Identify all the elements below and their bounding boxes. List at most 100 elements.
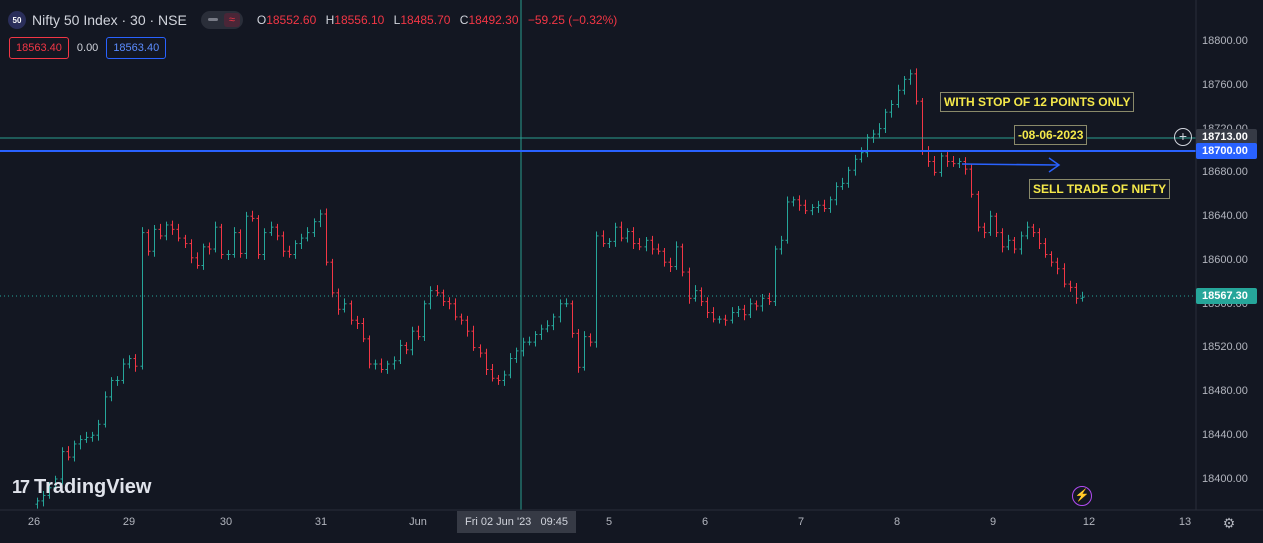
ohlc-bar: [293, 240, 298, 259]
time-tick: 30: [219, 516, 233, 528]
ohlc-bar: [115, 376, 120, 386]
ohlc-bar: [705, 297, 710, 319]
ohlc-bar: [545, 320, 550, 333]
ohlc-bar: [453, 298, 458, 321]
ohlc-bar: [1031, 223, 1036, 238]
ohlc-bar: [834, 182, 839, 206]
price-tick: 18640.00: [1202, 210, 1248, 222]
ohlc-bar: [416, 325, 421, 340]
time-tick: 12: [1082, 516, 1096, 528]
ohlc-bar: [582, 331, 587, 371]
arrow-drawing[interactable]: [961, 157, 1061, 173]
ohlc-bar: [422, 300, 427, 342]
ohlc-bar: [767, 292, 772, 305]
ohlc-bar: [1062, 263, 1067, 288]
ohlc-bar: [47, 482, 52, 499]
wave-icon: ≈: [223, 13, 240, 27]
ohlc-bar: [828, 196, 833, 213]
change-value: −59.25 (−0.32%): [527, 13, 618, 27]
ohlc-bar: [330, 258, 335, 298]
ohlc-bar: [920, 97, 925, 155]
ohlc-bar: [170, 220, 175, 235]
price-tick: 18760.00: [1202, 79, 1248, 91]
ohlc-bar: [871, 129, 876, 143]
crosshair-time-label: Fri 02 Jun '23 09:45: [457, 511, 576, 533]
ohlc-bar: [754, 300, 759, 311]
ohlc-bar: [945, 151, 950, 167]
trade-note[interactable]: SELL TRADE OF NIFTY: [1029, 179, 1171, 199]
ohlc-bar: [969, 163, 974, 198]
buy-button[interactable]: 18563.40: [106, 37, 167, 59]
ohlc-bar: [877, 123, 882, 138]
ohlc-bar: [668, 257, 673, 273]
minus-icon: [207, 18, 218, 21]
ohlc-bar: [490, 364, 495, 382]
ohlc-bar: [41, 491, 46, 507]
symbol-title[interactable]: Nifty 50 Index · 30 · NSE: [32, 12, 187, 28]
date-note[interactable]: -08-06-2023: [1014, 125, 1088, 145]
ohlc-bar: [496, 374, 501, 385]
time-tick: 5: [605, 516, 613, 528]
ohlc-bar: [109, 377, 114, 402]
ohlc-bar: [994, 212, 999, 238]
ohlc-bar: [478, 344, 483, 358]
ohlc-bar: [926, 146, 931, 167]
price-tick: 18600.00: [1202, 254, 1248, 266]
time-tick: 26: [27, 516, 41, 528]
ohlc-bar: [312, 218, 317, 238]
add-alert-icon[interactable]: +: [1174, 128, 1192, 146]
price-tick: 18440.00: [1202, 429, 1248, 441]
ohlc-bar: [502, 370, 507, 386]
ohlc-bar: [238, 229, 243, 258]
ohlc-bar: [723, 314, 728, 326]
ohlc-bar: [1055, 257, 1060, 275]
time-tick: 7: [797, 516, 805, 528]
ohlc-bar: [693, 285, 698, 302]
ohlc-bar: [730, 307, 735, 324]
ohlc-bar: [53, 475, 58, 493]
ohlc-bar: [305, 227, 310, 242]
crosshair-price-label: 18713.00: [1196, 129, 1257, 145]
symbol-badge[interactable]: 50: [8, 11, 26, 29]
ohlc-bar: [840, 177, 845, 190]
ohlc-bar: [656, 243, 661, 255]
ohlc-bar: [822, 199, 827, 212]
price-tick: 18680.00: [1202, 166, 1248, 178]
ohlc-bar: [484, 348, 489, 375]
ohlc-bar: [410, 326, 415, 356]
ohlc-bar: [779, 235, 784, 255]
ohlc-bar: [201, 243, 206, 270]
ohlc-bar: [588, 333, 593, 347]
time-tick: 8: [893, 516, 901, 528]
ohlc-bar: [613, 222, 618, 247]
ohlc-bar: [527, 336, 532, 346]
indicator-toggle[interactable]: ≈: [200, 11, 243, 29]
stop-note[interactable]: WITH STOP OF 12 POINTS ONLY: [940, 92, 1135, 112]
ohlc-bar: [883, 108, 888, 133]
ohlc-bar: [318, 209, 323, 228]
ohlc-bar: [392, 356, 397, 370]
ohlc-bar: [853, 154, 858, 176]
ohlc-bar: [680, 243, 685, 277]
last-price-label: 18567.30: [1196, 288, 1257, 304]
ohlc-bar: [281, 231, 286, 257]
ohlc-bar: [963, 157, 968, 175]
ohlc-bar: [889, 100, 894, 118]
sell-button[interactable]: 18563.40: [9, 37, 69, 59]
time-tick: 6: [701, 516, 709, 528]
ohlc-bar: [195, 252, 200, 269]
gear-icon[interactable]: ⚙: [1222, 515, 1236, 531]
ohlc-bar: [760, 293, 765, 312]
tradingview-logo[interactable]: 17 TradingView: [12, 476, 151, 499]
ohlc-bar: [810, 204, 815, 216]
ohlc-bar: [152, 224, 157, 257]
ohlc-bar: [189, 239, 194, 264]
ohlc-bar: [644, 237, 649, 252]
symbol-header: 50 Nifty 50 Index · 30 · NSE ≈ O18552.60…: [8, 9, 623, 31]
ohlc-bar: [127, 355, 132, 369]
ohlc-bar: [1000, 228, 1005, 253]
time-tick: 9: [989, 516, 997, 528]
flash-icon[interactable]: ⚡: [1072, 486, 1092, 506]
ohlc-bar: [508, 353, 513, 379]
